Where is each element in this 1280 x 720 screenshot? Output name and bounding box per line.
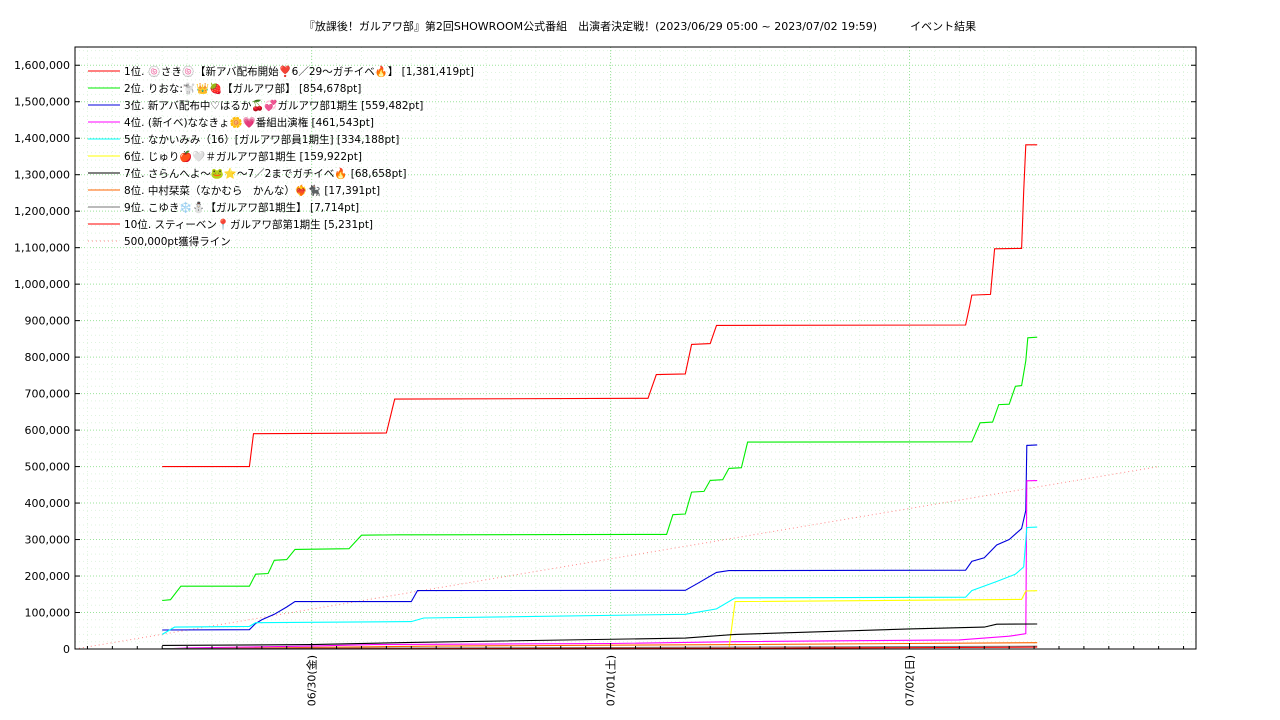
legend: 1位. 🍥さき🍥【新アバ配布開始❣️6／29〜ガチイベ🔥】 [1,381,419…	[88, 65, 474, 248]
x-tick-label: 07/01(土)	[605, 655, 618, 706]
series-line-1	[162, 144, 1038, 468]
legend-label-5: 5位. なかいみみ（16）[ガルアワ部員1期生] [334,188pt]	[124, 133, 399, 146]
legend-label-4: 4位. (新イベ)ななきょ🌼💗番組出演権 [461,543pt]	[124, 116, 374, 129]
legend-label-10: 10位. スティーベン📍ガルアワ部第1期生 [5,231pt]	[124, 218, 373, 231]
y-tick-label: 400,000	[25, 497, 71, 510]
legend-label-6: 6位. じゅり🍎🤍＃ガルアワ部1期生 [159,922pt]	[124, 150, 362, 163]
threshold-layer	[74, 466, 1159, 650]
series-line-5	[161, 526, 1038, 635]
y-tick-label: 300,000	[25, 534, 71, 547]
y-tick-label: 1,500,000	[14, 96, 70, 109]
series-line-4	[162, 480, 1038, 650]
y-tick-label: 500,000	[25, 461, 71, 474]
y-tick-label: 1,200,000	[14, 205, 70, 218]
y-tick-label: 200,000	[25, 570, 71, 583]
chart-title: 『放課後！ガルアワ部』第2回SHOWROOM公式番組 出演者決定戦！(2023/…	[303, 20, 977, 33]
series-line-7	[162, 623, 1038, 646]
series-line-threshold	[74, 466, 1159, 650]
x-tick-label: 06/30(金)	[305, 655, 319, 706]
series-line-3	[162, 444, 1038, 631]
x-tick-label: 07/02(日)	[904, 655, 917, 706]
legend-label-2: 2位. りおな:🐩👑🍓【ガルアワ部】 [854,678pt]	[124, 82, 361, 95]
y-tick-label: 900,000	[25, 315, 71, 328]
series-line-8	[162, 642, 1038, 650]
y-tick-label: 1,300,000	[14, 169, 70, 182]
legend-label-11: 500,000pt獲得ライン	[124, 235, 231, 248]
legend-label-8: 8位. 中村栞菜（なかむら かんな）❤️‍🔥🐈‍⬛ [17,391pt]	[124, 184, 380, 197]
y-tick-label: 600,000	[25, 424, 71, 437]
series-line-2	[162, 336, 1038, 602]
y-tick-label: 1,100,000	[14, 242, 70, 255]
y-tick-label: 800,000	[25, 351, 71, 364]
y-tick-label: 0	[63, 643, 70, 656]
legend-label-9: 9位. こゆき❄️⛄️【ガルアワ部1期生】 [7,714pt]	[124, 201, 359, 214]
y-tick-label: 100,000	[25, 607, 71, 620]
y-tick-label: 1,400,000	[14, 132, 70, 145]
legend-label-1: 1位. 🍥さき🍥【新アバ配布開始❣️6／29〜ガチイベ🔥】 [1,381,419…	[124, 65, 474, 78]
y-tick-label: 1,000,000	[14, 278, 70, 291]
axis-layer: 0 100,000 200,000 300,000 400,000 500,000 600,…	[14, 59, 1196, 706]
y-tick-label: 700,000	[25, 388, 71, 401]
legend-label-3: 3位. 新アバ配布中♡はるか🍒💞ガルアワ部1期生 [559,482pt]	[124, 99, 423, 112]
legend-label-7: 7位. さらんへよ〜🐸⭐️〜7／2までガチイベ🔥 [68,658pt]	[124, 167, 407, 180]
y-tick-label: 1,600,000	[14, 59, 70, 72]
